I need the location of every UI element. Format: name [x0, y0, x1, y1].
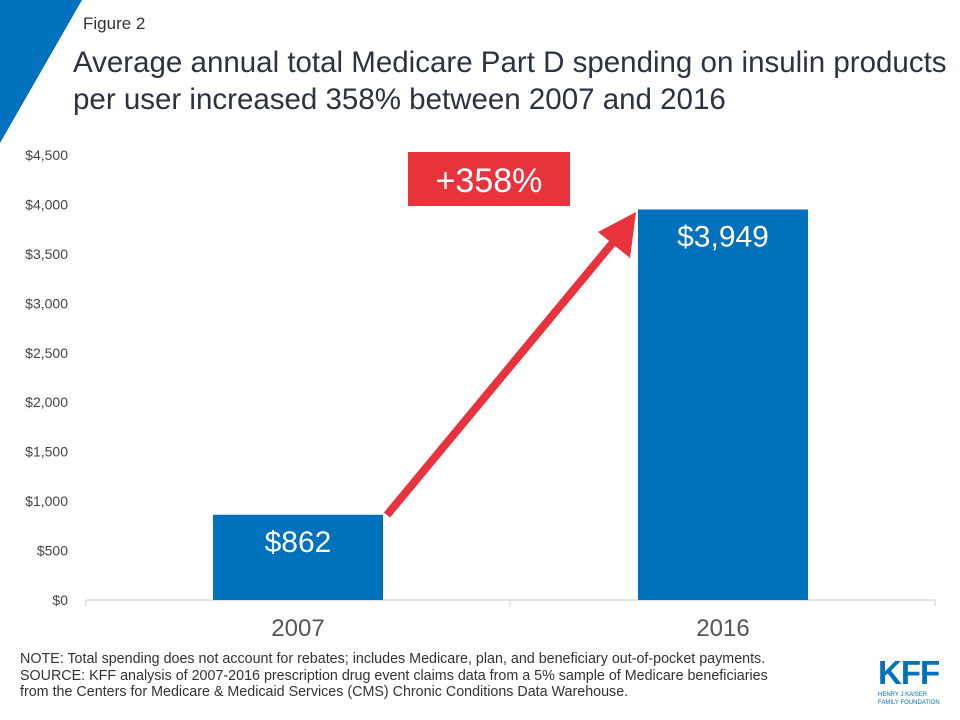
x-tick-label: 2007: [271, 615, 324, 642]
chart-title: Average annual total Medicare Part D spe…: [73, 46, 947, 116]
y-tick-label: $2,000: [25, 394, 68, 410]
y-tick-label: $4,000: [25, 196, 68, 212]
y-tick-label: $1,000: [25, 493, 68, 509]
y-tick-label: $3,500: [25, 246, 68, 262]
y-tick-label: $1,500: [25, 444, 68, 460]
y-tick-label: $2,500: [25, 345, 68, 361]
bar-2016: [638, 209, 808, 600]
data-label: $3,949: [677, 220, 769, 253]
notes: NOTE: Total spending does not account fo…: [20, 651, 865, 701]
increase-arrow-shaft: [383, 237, 619, 518]
y-tick-label: $3,000: [25, 295, 68, 311]
increase-arrow-head: [598, 212, 636, 258]
source-line: SOURCE: KFF analysis of 2007-2016 prescr…: [20, 667, 768, 684]
annotation-box: [408, 152, 570, 206]
y-tick-label: $0: [52, 592, 68, 608]
annotation-label: +358%: [436, 162, 543, 200]
note-line: NOTE: Total spending does not account fo…: [20, 651, 766, 667]
y-tick-label: $500: [37, 543, 68, 559]
corner-decoration: [0, 0, 82, 143]
figure-label: Figure 2: [83, 14, 146, 33]
x-tick-label: 2016: [696, 615, 749, 642]
source-line: from the Centers for Medicare & Medicaid…: [20, 684, 629, 700]
bar-2007: [213, 514, 383, 600]
data-label: $862: [265, 526, 332, 559]
bar-chart: $0 $500 $1,000 $1,500 $2,000 $2,500 $3,000 $3,5…: [25, 147, 936, 642]
kff-logo: KFF HENRY J KAISER FAMILY FOUNDATION: [878, 654, 940, 707]
y-tick-label: $4,500: [25, 147, 68, 163]
